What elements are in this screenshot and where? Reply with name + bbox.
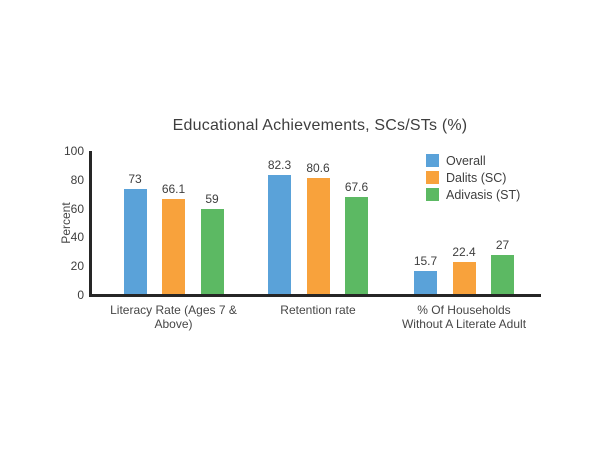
legend-color-swatch-icon [426,171,439,184]
bar [200,209,224,294]
bar-value-label: 27 [495,238,510,253]
y-tick-label: 100 [63,144,84,158]
bar [162,198,185,294]
bar [345,196,368,294]
y-tick-label: 80 [70,172,84,187]
bar [491,255,514,294]
bar-value-label: 82.3 [267,158,292,173]
bar-value-label: 73 [128,171,142,186]
category-label: Literacy Rate (Ages 7 & Above) [110,303,237,331]
legend-item: Adivasis (ST) [426,186,520,203]
legend-label: Overall [446,153,486,168]
bar [414,271,437,294]
bar [123,188,147,294]
y-axis-line [89,151,92,297]
bar [452,261,476,294]
legend-label: Dalits (SC) [446,170,507,185]
bar-value-label: 67.6 [344,179,369,194]
category-label: Retention rate [280,303,356,317]
bar-value-label: 22.4 [452,244,476,259]
bar-value-label: 59 [205,192,219,207]
legend-item: Overall [426,152,520,169]
x-axis-line [89,294,541,297]
legend: Overall Dalits (SC) Adivasis (ST) [426,152,520,203]
bar-value-label: 80.6 [306,160,330,175]
legend-color-swatch-icon [426,154,439,167]
bar-value-label: 15.7 [413,254,438,269]
bar-value-label: 66.1 [161,181,186,196]
y-tick-label: 40 [70,230,84,245]
y-tick-label: 20 [70,259,84,274]
y-tick-label: 60 [70,201,84,216]
chart-title: Educational Achievements, SCs/STs (%) [172,117,468,134]
bar [268,175,291,294]
legend-color-swatch-icon [426,188,439,201]
legend-item: Dalits (SC) [426,169,520,186]
y-axis-title: Percent [59,202,73,244]
legend-label: Adivasis (ST) [446,187,521,202]
y-tick-label: 0 [77,288,84,302]
category-label: % Of Households Without A Literate Adult [401,303,527,331]
bar [306,177,330,294]
